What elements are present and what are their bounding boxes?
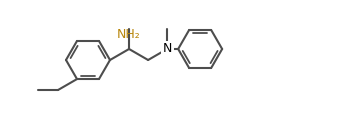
Text: N: N [162,43,172,55]
Text: NH₂: NH₂ [117,28,141,41]
